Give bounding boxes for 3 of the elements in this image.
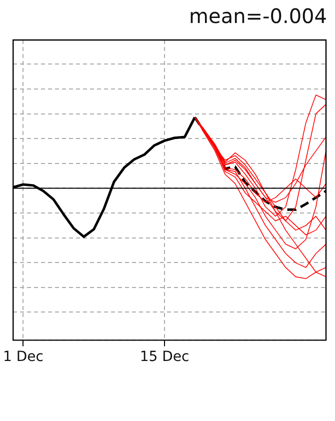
x-tick-label: 15 Dec [140, 349, 190, 366]
x-tick-label: 1 Dec [3, 349, 44, 366]
chart-title: mean=-0.004 [189, 4, 327, 28]
